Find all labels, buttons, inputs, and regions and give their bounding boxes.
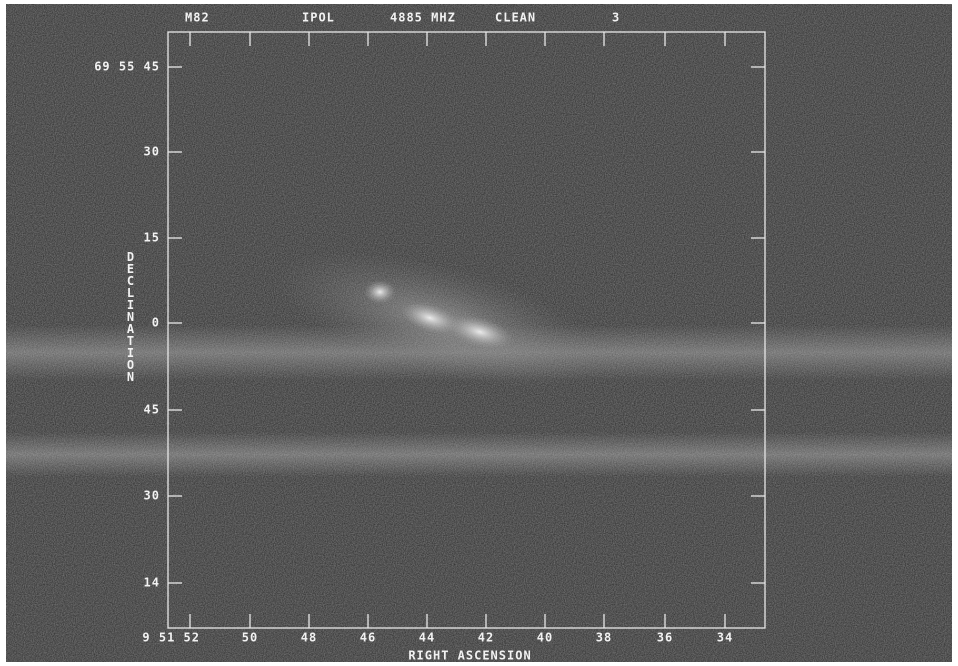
noise xyxy=(6,4,952,662)
y-tick-label: 69 55 45 xyxy=(94,60,160,74)
y-axis-title: DECLINATION xyxy=(124,250,138,382)
x-tick-label: 48 xyxy=(301,631,317,645)
x-tick-label: 9 51 52 xyxy=(142,631,200,645)
y-tick-label: 14 xyxy=(144,576,160,590)
x-tick-label: 38 xyxy=(596,631,612,645)
x-axis-title: RIGHT ASCENSION xyxy=(408,649,531,663)
x-tick-label: 42 xyxy=(478,631,494,645)
y-tick-label: 15 xyxy=(144,231,160,245)
x-tick-label: 46 xyxy=(360,631,376,645)
radio-map: M82 IPOL 4885 MHZ CLEAN 3 DECLINATION RI… xyxy=(0,0,958,666)
header-method: CLEAN xyxy=(495,11,536,25)
x-tick-label: 44 xyxy=(419,631,435,645)
y-tick-label: 0 xyxy=(152,316,160,330)
y-tick-label: 45 xyxy=(144,403,160,417)
header-frequency: 4885 MHZ xyxy=(390,11,456,25)
x-tick-label: 50 xyxy=(242,631,258,645)
header-number: 3 xyxy=(612,11,620,25)
header-polarization: IPOL xyxy=(302,11,335,25)
x-tick-label: 34 xyxy=(717,631,733,645)
header-source: M82 xyxy=(185,11,210,25)
y-tick-label: 30 xyxy=(144,489,160,503)
x-tick-label: 40 xyxy=(537,631,553,645)
x-tick-label: 36 xyxy=(657,631,673,645)
y-tick-label: 30 xyxy=(144,145,160,159)
